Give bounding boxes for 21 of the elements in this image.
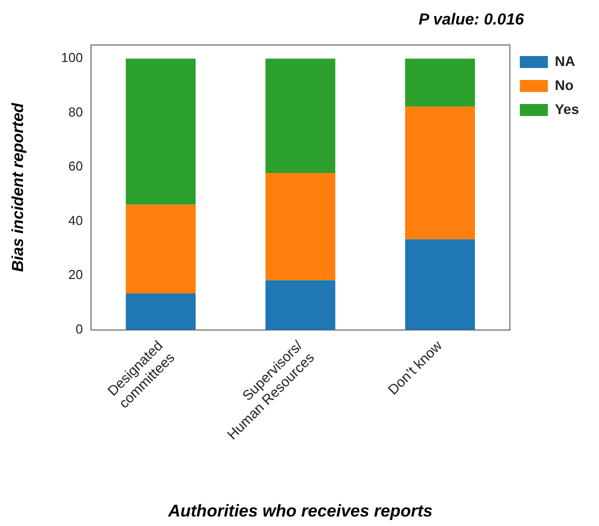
bar [405,58,475,107]
bar [265,173,336,280]
legend-label: Yes [554,100,580,117]
legend-label: NA [554,52,576,69]
bar [405,106,475,240]
legend-label: No [554,76,574,93]
y-tick-label: 60 [68,158,83,174]
y-tick-label: 100 [61,50,83,66]
y-tick-label: 0 [76,321,83,336]
bar [126,294,196,330]
bar [265,280,336,330]
y-tick-label: 40 [68,212,83,228]
bar [126,58,196,205]
y-tick-label: 80 [68,104,83,120]
text: P value: 0.016 [418,11,524,28]
x-axis-title: Authorities who receives reports [167,501,433,520]
bar [126,204,196,294]
y-tick-label: 20 [68,267,83,282]
bar [405,239,475,330]
bar [265,58,336,174]
y-axis-title: Bias incident reported [10,102,28,272]
